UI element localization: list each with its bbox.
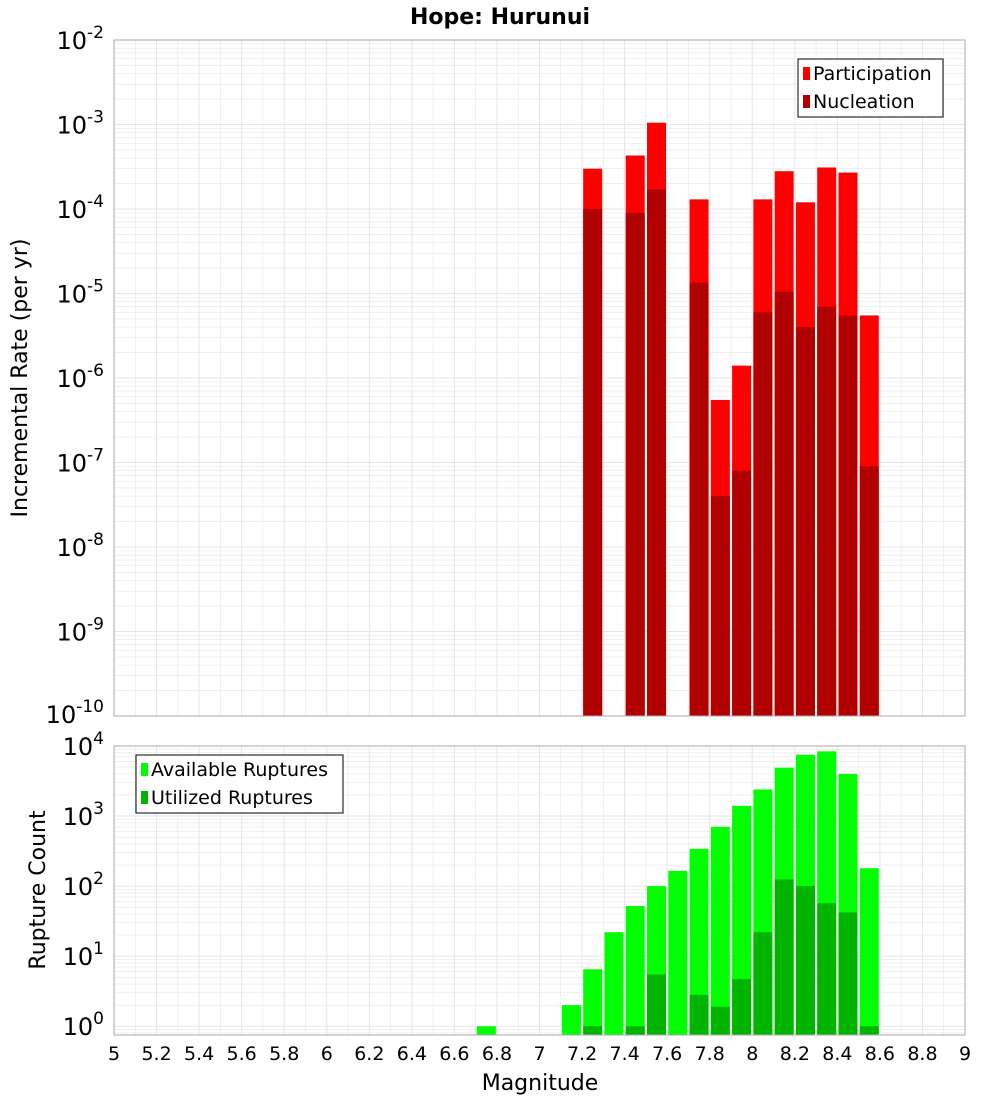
x-tick-label: 7.8 <box>695 1043 725 1065</box>
y-tick-label: 10-4 <box>57 192 105 224</box>
legend-swatch <box>141 791 148 804</box>
count-bar-available-ruptures <box>625 906 645 1035</box>
top-y-axis-label: Incremental Rate (per yr) <box>8 239 33 518</box>
legend-swatch <box>803 95 810 108</box>
count-bar-available-ruptures <box>561 1005 581 1035</box>
x-tick-label: 7 <box>533 1043 545 1065</box>
x-tick-label: 7.4 <box>609 1043 639 1065</box>
y-tick-label: 10-8 <box>57 530 105 562</box>
count-bar-utilized-ruptures <box>689 994 709 1035</box>
rate-bar-nucleation <box>710 496 730 716</box>
y-tick-label: 10-7 <box>57 446 105 478</box>
count-bar-available-ruptures <box>583 969 603 1035</box>
legend-entry: Nucleation <box>813 91 915 113</box>
x-tick-label: 5.8 <box>269 1043 299 1065</box>
y-tick-label: 100 <box>63 1009 104 1041</box>
legend-entry: Utilized Ruptures <box>151 787 313 809</box>
x-tick-label: 7.2 <box>567 1043 597 1065</box>
count-bar-utilized-ruptures <box>583 1026 603 1035</box>
count-plot-frame <box>113 745 966 1036</box>
rate-bar-nucleation <box>583 209 603 716</box>
legend-swatch <box>141 763 148 776</box>
count-bar-available-ruptures <box>689 848 709 1035</box>
count-bar-utilized-ruptures <box>838 912 858 1035</box>
x-tick-label: 5.6 <box>227 1043 257 1065</box>
bottom-y-axis-label: Rupture Count <box>26 810 51 970</box>
y-tick-label: 103 <box>63 799 104 831</box>
count-bar-utilized-ruptures <box>625 1026 645 1035</box>
count-bar-utilized-ruptures <box>753 932 773 1035</box>
count-bar-utilized-ruptures <box>817 903 837 1035</box>
rate-bar-nucleation <box>647 189 667 716</box>
x-tick-label: 9 <box>959 1043 971 1065</box>
rate-legend: Participation Nucleation <box>797 58 944 118</box>
count-bar-available-ruptures <box>668 870 688 1035</box>
count-bar-available-ruptures <box>604 932 624 1035</box>
x-tick-label: 6 <box>321 1043 333 1065</box>
rate-bar-nucleation <box>774 291 794 716</box>
count-bar-available-ruptures <box>710 826 730 1035</box>
plots-layer: 10-10 10-9 10-8 10-7 10-6 10-5 10-4 10-3 10-2 Par… <box>46 23 971 1065</box>
count-bar-utilized-ruptures <box>795 886 815 1035</box>
y-tick-label: 102 <box>63 869 104 901</box>
x-axis-label: Magnitude <box>482 1071 599 1096</box>
chart-title: Hope: Hurunui <box>410 5 590 30</box>
y-tick-label: 10-3 <box>57 108 105 140</box>
y-tick-label: 10-9 <box>57 615 105 647</box>
rate-bar-nucleation <box>753 312 773 716</box>
rate-bar-nucleation <box>859 466 879 716</box>
x-tick-label: 7.6 <box>652 1043 682 1065</box>
count-bar-utilized-ruptures <box>859 1026 879 1035</box>
x-tick-label: 8.2 <box>780 1043 810 1065</box>
y-tick-label: 101 <box>63 939 104 971</box>
legend-box <box>135 754 344 814</box>
x-tick-label: 8.8 <box>907 1043 937 1065</box>
x-tick-label: 6.2 <box>354 1043 384 1065</box>
count-bar-utilized-ruptures <box>732 979 752 1035</box>
y-tick-label: 10-2 <box>57 23 105 55</box>
legend-entry: Available Ruptures <box>151 759 328 781</box>
rate-bar-nucleation <box>689 282 709 716</box>
x-tick-label: 5.4 <box>184 1043 214 1065</box>
y-tick-label: 10-5 <box>57 277 105 309</box>
count-bar-available-ruptures <box>476 1026 496 1035</box>
y-tick-label: 104 <box>63 729 104 761</box>
count-bar-available-ruptures <box>859 868 879 1035</box>
legend-box <box>797 58 944 118</box>
rate-bar-nucleation <box>817 306 837 716</box>
count-bar-utilized-ruptures <box>774 879 794 1035</box>
x-tick-label: 6.8 <box>482 1043 512 1065</box>
x-tick-label: 6.6 <box>439 1043 469 1065</box>
count-bar-utilized-ruptures <box>710 1006 730 1035</box>
x-tick-label: 5.2 <box>141 1043 171 1065</box>
x-tick-label: 8.6 <box>865 1043 895 1065</box>
rate-bar-nucleation <box>838 315 858 716</box>
rate-plot-frame <box>113 39 966 717</box>
rate-panel: 10-10 10-9 10-8 10-7 10-6 10-5 10-4 10-3 10-2 Par… <box>46 23 966 729</box>
count-bar-utilized-ruptures <box>647 974 667 1035</box>
y-tick-label: 10-10 <box>46 697 104 729</box>
rate-bar-nucleation <box>732 470 752 716</box>
y-tick-label: 10-6 <box>57 361 105 393</box>
count-bar-available-ruptures <box>732 805 752 1035</box>
rate-bar-nucleation <box>625 212 645 716</box>
x-tick-label: 5 <box>108 1043 120 1065</box>
legend-swatch <box>803 67 810 80</box>
count-legend: Available Ruptures Utilized Ruptures <box>135 754 344 814</box>
count-panel: 100 101 102 103 104 Available Ruptures Utilize… <box>63 729 971 1065</box>
rate-bar-nucleation <box>795 327 815 716</box>
x-tick-label: 8 <box>746 1043 758 1065</box>
x-tick-label: 8.4 <box>822 1043 852 1065</box>
x-tick-label: 6.4 <box>397 1043 427 1065</box>
legend-entry: Participation <box>813 63 932 85</box>
